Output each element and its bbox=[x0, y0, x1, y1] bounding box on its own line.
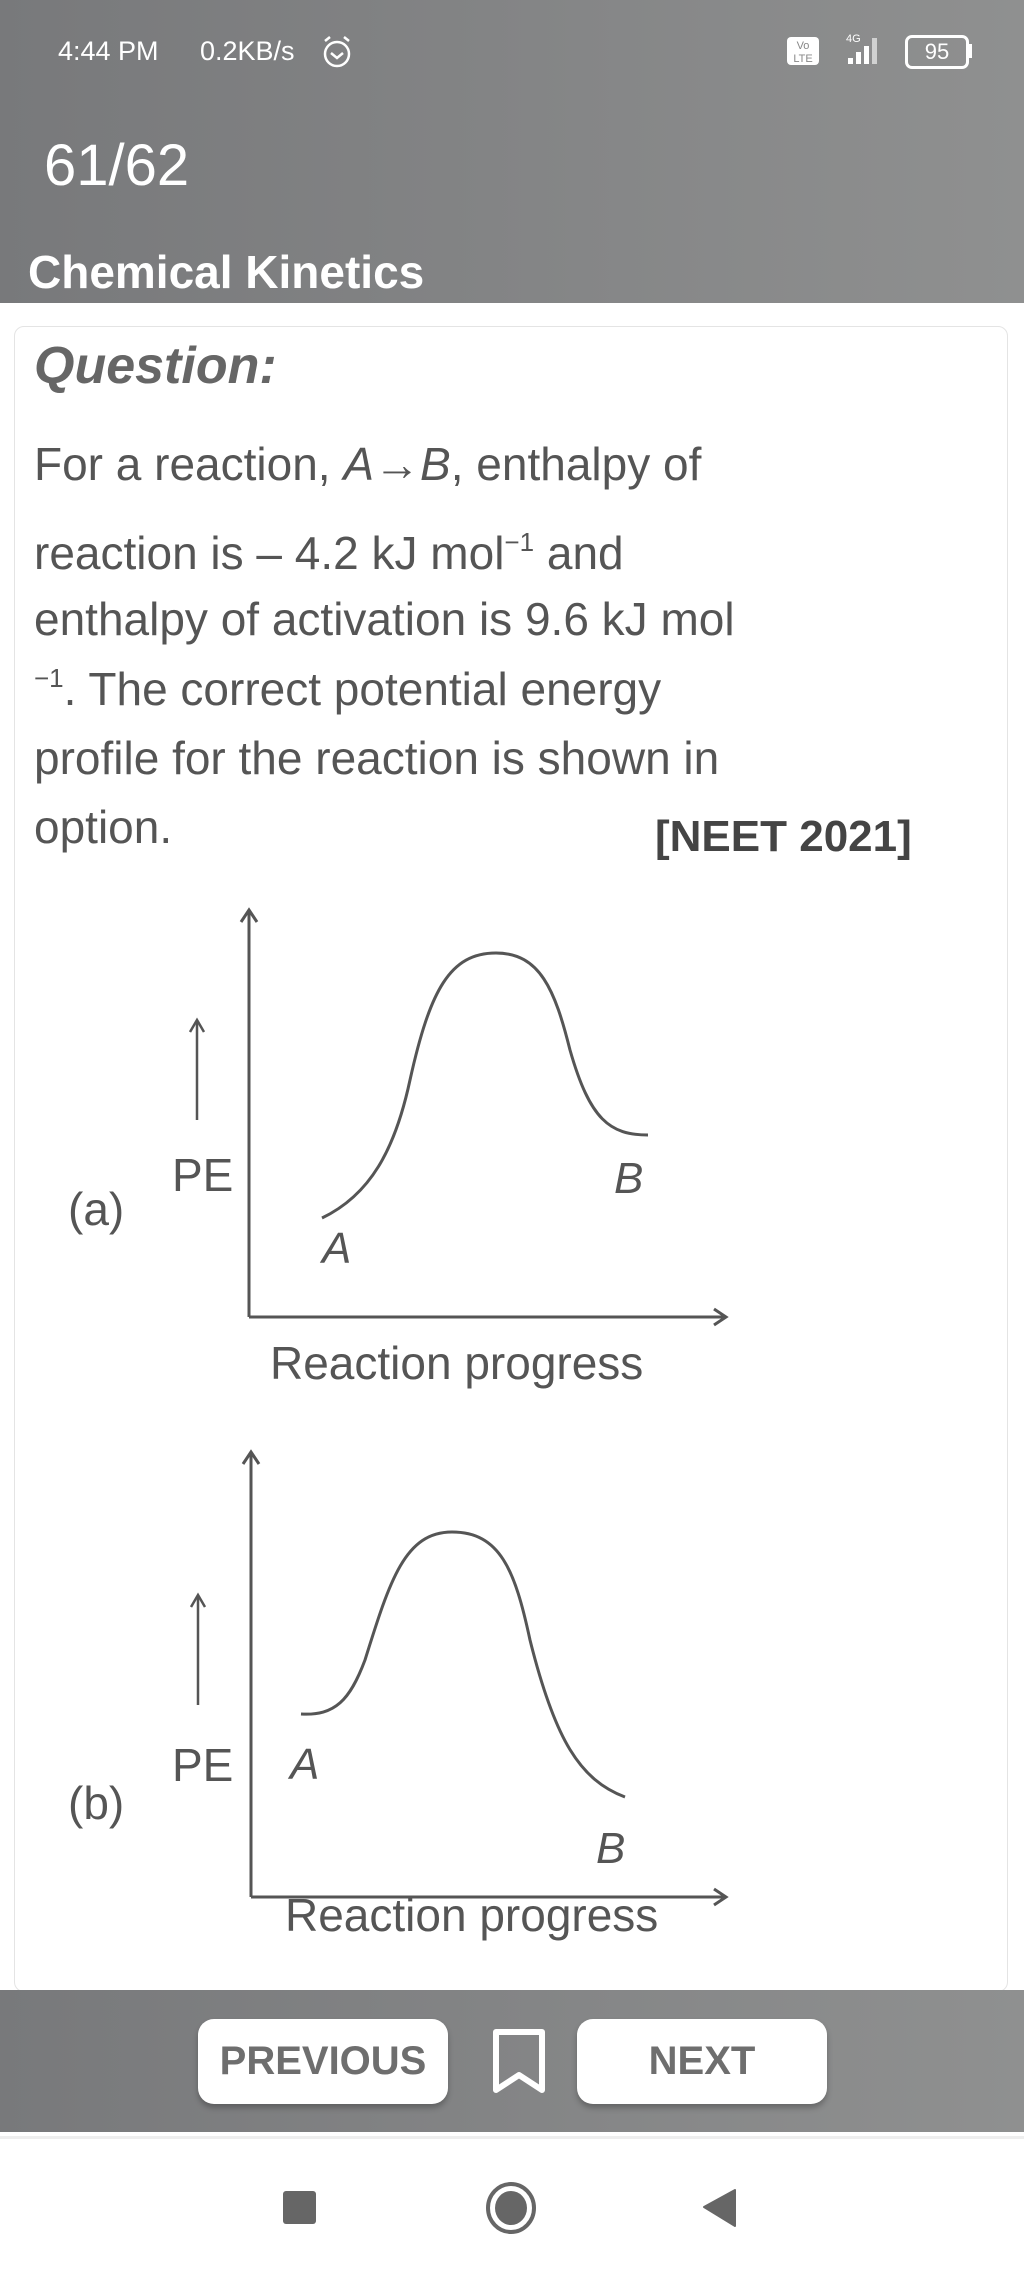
question-label: Question: bbox=[34, 337, 277, 395]
option-label: (a) bbox=[68, 1183, 125, 1235]
svg-text:LTE: LTE bbox=[793, 53, 812, 65]
text: For a reaction, bbox=[34, 438, 344, 490]
product-label: B bbox=[614, 1154, 644, 1203]
question-line-4: −1. The correct potential energy bbox=[34, 662, 661, 716]
text: , enthalpy of bbox=[450, 438, 702, 490]
battery-level: 95 bbox=[924, 39, 950, 64]
x-axis-arrow bbox=[713, 1887, 729, 1907]
previous-button[interactable]: PREVIOUS bbox=[198, 2019, 448, 2104]
svg-text:4G: 4G bbox=[846, 33, 861, 45]
text: option. bbox=[34, 801, 173, 853]
text: enthalpy of activation is 9.6 kJ mol bbox=[34, 593, 735, 645]
x-axis-label: Reaction progress bbox=[285, 1889, 659, 1941]
status-network-speed: 0.2KB/s bbox=[200, 36, 295, 66]
question-navigation-bar bbox=[0, 1990, 1024, 2132]
battery-tip bbox=[968, 44, 972, 58]
y-axis-arrow bbox=[241, 1449, 261, 1465]
pe-arrowhead bbox=[188, 1017, 206, 1033]
text: . The correct potential energy bbox=[63, 663, 662, 715]
x-axis-arrow bbox=[713, 1307, 729, 1327]
question-line-5: profile for the reaction is shown in bbox=[34, 731, 719, 785]
previous-label: PREVIOUS bbox=[219, 2039, 427, 2083]
option-a-graph bbox=[188, 907, 729, 1327]
back-triangle-icon[interactable] bbox=[700, 2188, 740, 2228]
pe-arrowhead bbox=[189, 1592, 207, 1608]
question-line-6: option. bbox=[34, 800, 172, 854]
question-line-3: enthalpy of activation is 9.6 kJ mol bbox=[34, 592, 735, 646]
reactant-label: A bbox=[322, 1224, 352, 1273]
text: and bbox=[534, 527, 624, 579]
home-circle-icon[interactable] bbox=[485, 2181, 537, 2235]
arrow-symbol: → bbox=[374, 438, 421, 490]
question-line-2: reaction is – 4.2 kJ mol−1 and bbox=[34, 526, 624, 580]
signal-4g-icon: 4G bbox=[846, 33, 877, 64]
energy-curve bbox=[321, 951, 649, 1220]
y-axis-label: PE bbox=[172, 1739, 234, 1791]
x-axis-label: Reaction progress bbox=[270, 1337, 644, 1389]
text: reaction is – 4.2 kJ mol bbox=[34, 527, 505, 579]
recents-square-icon[interactable] bbox=[283, 2191, 316, 2224]
chapter-title: Chemical Kinetics bbox=[28, 246, 425, 298]
axes bbox=[188, 907, 729, 1327]
svg-text:Vo: Vo bbox=[797, 40, 810, 52]
question-counter: 61/62 bbox=[44, 133, 190, 198]
option-label: (b) bbox=[68, 1777, 125, 1829]
y-axis-label: PE bbox=[172, 1149, 234, 1201]
y-axis-arrow bbox=[239, 907, 259, 923]
product-symbol: B bbox=[420, 438, 451, 490]
product-label: B bbox=[596, 1824, 626, 1873]
next-label: NEXT bbox=[648, 2039, 756, 2083]
option-b-graph bbox=[189, 1449, 729, 1907]
reactant-symbol: A bbox=[343, 438, 375, 490]
superscript: −1 bbox=[34, 663, 64, 693]
battery-indicator: 95 bbox=[905, 35, 969, 69]
app-header bbox=[0, 0, 1024, 303]
status-time: 4:44 PM bbox=[58, 36, 159, 66]
energy-curve bbox=[300, 1530, 626, 1799]
exam-source: [NEET 2021] bbox=[655, 812, 912, 861]
bookmark-icon[interactable] bbox=[491, 2027, 549, 2097]
superscript: −1 bbox=[504, 527, 535, 557]
text: profile for the reaction is shown in bbox=[34, 732, 720, 784]
question-card bbox=[14, 326, 1008, 1992]
reactant-label: A bbox=[290, 1740, 320, 1789]
question-line-1: For a reaction, A→B, enthalpy of bbox=[34, 437, 701, 491]
alarm-icon bbox=[323, 36, 351, 68]
next-button[interactable]: NEXT bbox=[577, 2019, 827, 2104]
